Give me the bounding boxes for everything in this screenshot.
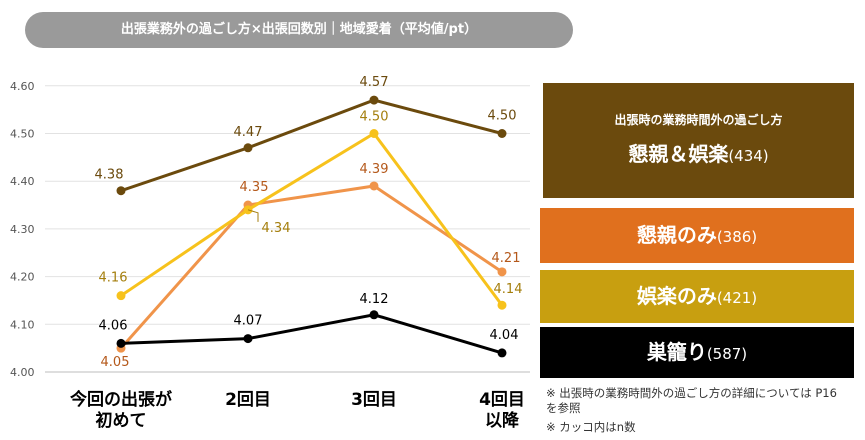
data-label: 4.12 [360, 292, 389, 307]
data-label: 4.05 [101, 355, 130, 370]
x-tick-label: 2回目 [225, 390, 271, 410]
y-tick-label: 4.60 [10, 80, 35, 93]
legend-count: (587) [706, 345, 748, 363]
series-line [119, 184, 503, 350]
legend-count: (434) [728, 147, 769, 165]
legend-label: 懇親＆娯楽 [628, 142, 729, 166]
legend-title: 出張時の業務時間外の過ごし方 [614, 113, 783, 127]
legend-item-konshin-only: 懇親のみ(386) [540, 208, 854, 263]
series-line [120, 131, 504, 307]
data-label: 4.47 [234, 125, 263, 140]
data-label: 4.39 [360, 162, 389, 177]
data-label: 4.07 [234, 314, 263, 329]
data-point [116, 186, 126, 196]
data-label: 4.16 [99, 271, 128, 286]
legend-label: 娯楽のみ [636, 284, 717, 308]
data-point [369, 310, 379, 320]
series-line [120, 98, 503, 193]
legend-label: 巣籠り [646, 340, 707, 364]
data-point [369, 95, 379, 105]
data-label: 4.50 [360, 110, 389, 125]
data-label: 4.34 [262, 221, 291, 236]
footnote-n-count: ※ カッコ内はn数 [546, 420, 636, 434]
data-label: 4.21 [492, 251, 521, 266]
legend-item-sugomori: 巣籠り(587) [540, 327, 854, 378]
data-label: 4.50 [488, 109, 517, 124]
data-point [116, 291, 126, 301]
data-label: 4.57 [360, 75, 389, 90]
x-tick-label: 4回目 [479, 390, 525, 410]
data-point [497, 348, 507, 358]
legend-label: 懇親のみ [636, 223, 717, 247]
data-point [369, 129, 379, 138]
data-point [243, 334, 253, 344]
y-tick-label: 4.30 [10, 223, 35, 236]
y-tick-label: 4.00 [10, 366, 35, 379]
data-point [497, 300, 507, 310]
data-label: 4.35 [240, 180, 269, 195]
data-label: 4.38 [95, 168, 124, 183]
data-label: 4.06 [99, 318, 128, 333]
footnote-detail: ※ 出張時の業務時間外の過ごし方の詳細については P16を参照 [546, 386, 837, 415]
data-label: 4.14 [494, 282, 523, 297]
legend-item-konshin-goraku: 出張時の業務時間外の過ごし方 懇親＆娯楽(434) [543, 83, 854, 198]
data-point [116, 338, 126, 348]
legend-count: (421) [716, 289, 758, 307]
x-tick-label: 3回目 [351, 390, 397, 410]
legend-item-goraku-only: 娯楽のみ(421) [540, 270, 854, 323]
y-tick-label: 4.10 [10, 318, 35, 331]
data-point [497, 129, 507, 138]
y-tick-label: 4.50 [10, 128, 35, 141]
data-point [369, 181, 379, 191]
x-tick-label: 以降 [485, 410, 520, 431]
chart-title-banner: 出張業務外の過ごし方×出張回数別｜地域愛着（平均値/pt） [25, 12, 573, 48]
x-tick-label: 初めて [96, 410, 147, 431]
x-tick-label: 今回の出張が [70, 389, 172, 410]
series-line [120, 313, 503, 355]
y-tick-label: 4.20 [10, 271, 35, 284]
data-label: 4.04 [490, 328, 519, 343]
legend-count: (386) [716, 228, 758, 246]
y-tick-label: 4.40 [10, 175, 35, 188]
data-point [243, 143, 253, 153]
label-leader-line [247, 209, 259, 222]
data-point [497, 267, 507, 277]
